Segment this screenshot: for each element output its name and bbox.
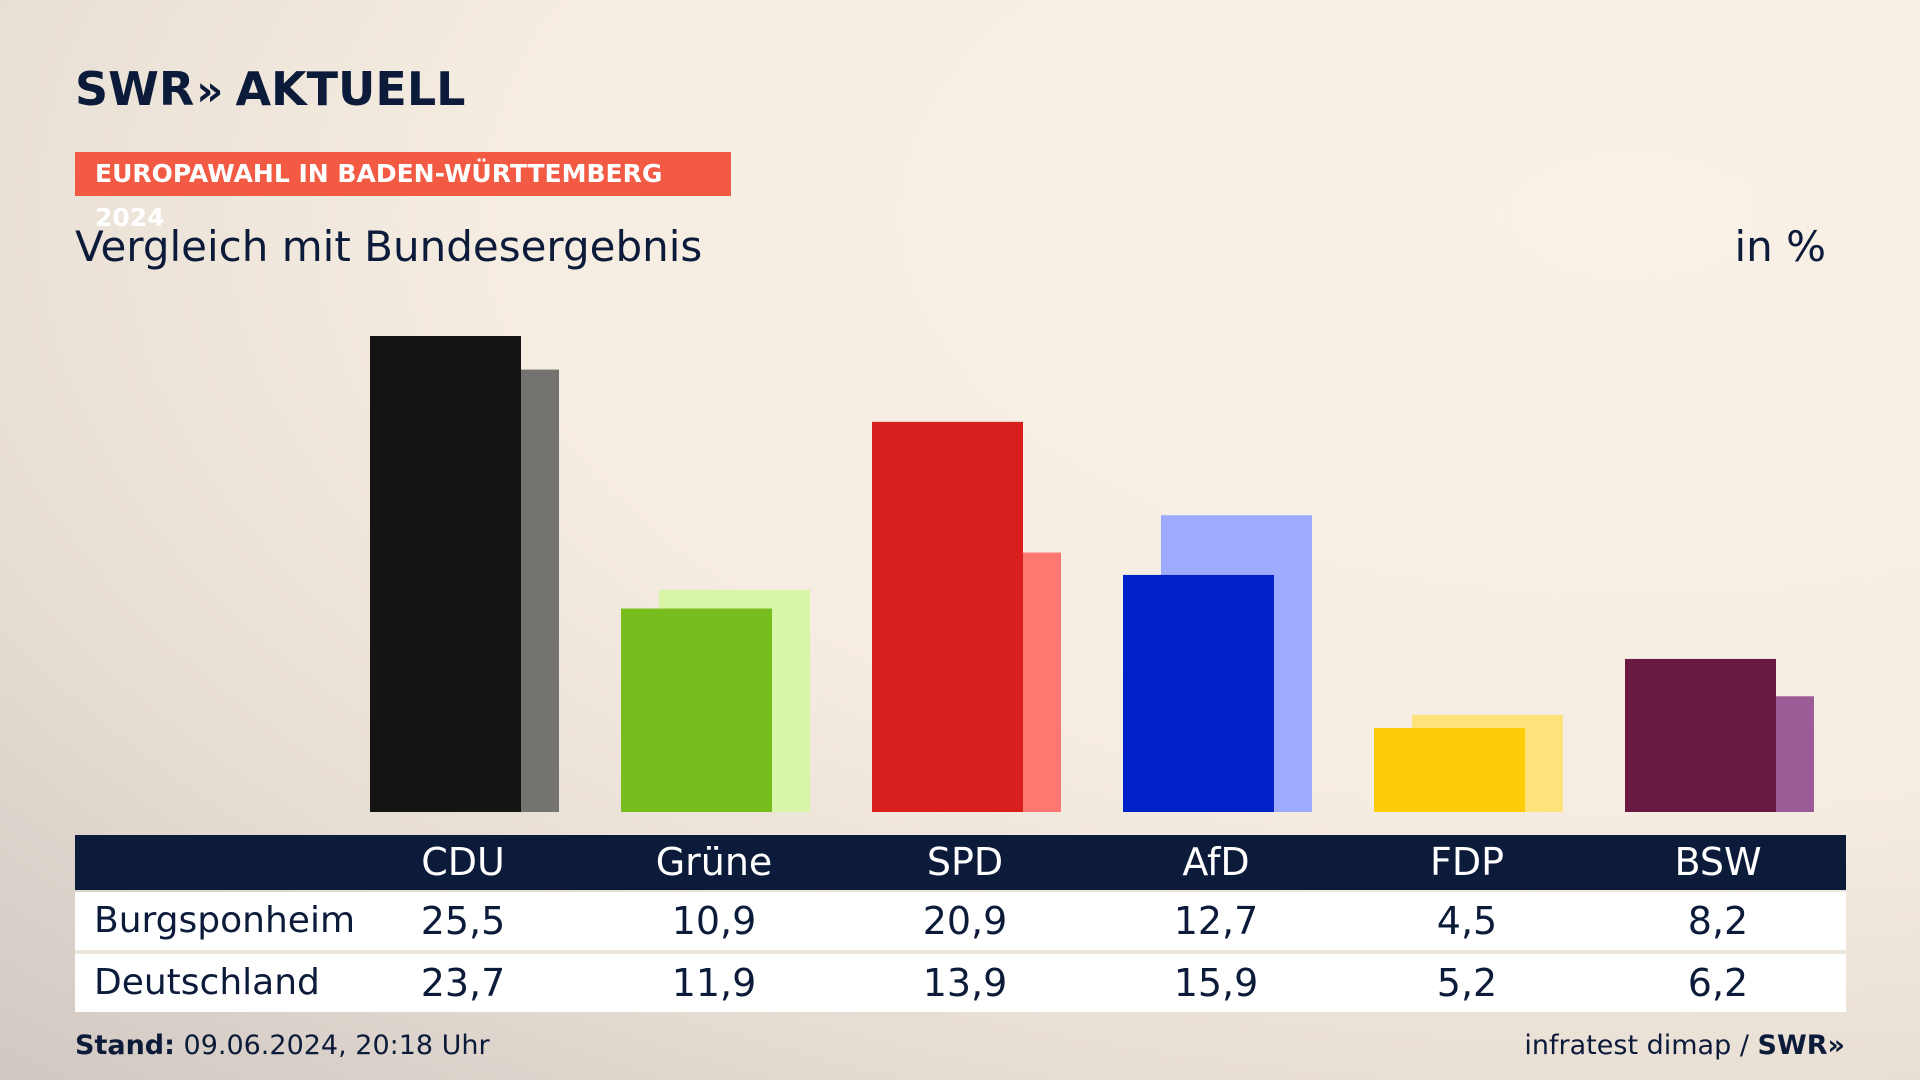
unit-label: in %	[1734, 222, 1826, 271]
bar-burgsponheim-fdp	[1374, 728, 1525, 812]
party-header-bsw: BSW	[1674, 840, 1762, 884]
value-cell: 25,5	[420, 899, 506, 943]
party-header-fdp: FDP	[1429, 840, 1505, 884]
source-info: infratest dimap / SWR»	[1524, 1030, 1845, 1061]
value-cell: 23,7	[420, 961, 506, 1005]
party-header-cdu: CDU	[421, 840, 505, 884]
bar-burgsponheim-spd	[872, 421, 1023, 812]
bar-burgsponheim-afd	[1123, 574, 1274, 812]
bar-burgsponheim-cdu	[370, 336, 521, 812]
swr-aktuell-logo: SWR» AKTUELL	[75, 66, 465, 112]
logo-chevron-icon: »	[196, 66, 224, 115]
bar-burgsponheim-grüne	[621, 608, 772, 812]
value-cell: 15,9	[1173, 961, 1259, 1005]
stand-value: 09.06.2024, 20:18 Uhr	[183, 1030, 490, 1061]
party-header-grüne: Grüne	[655, 840, 773, 884]
value-cell: 12,7	[1173, 899, 1259, 943]
value-cell: 4,5	[1436, 899, 1498, 943]
value-cell: 5,2	[1436, 961, 1498, 1005]
stand-label: Stand:	[75, 1030, 175, 1061]
value-cell: 8,2	[1687, 899, 1749, 943]
bar-burgsponheim-bsw	[1625, 658, 1776, 812]
value-cell: 10,9	[671, 899, 757, 943]
logo-aktuell-text: AKTUELL	[235, 62, 466, 116]
party-header-spd: SPD	[926, 840, 1004, 884]
party-header-afd: AfD	[1182, 840, 1250, 884]
row-label: Burgsponheim	[94, 900, 356, 941]
election-badge: EUROPAWAHL IN BADEN-WÜRTTEMBERG 2024	[75, 152, 731, 232]
chart-subtitle: Vergleich mit Bundesergebnis	[75, 222, 703, 271]
table-row-deutschland: Deutschland 23,7 11,9 13,9 15,9 5,2 6,2	[75, 954, 1846, 1012]
table-row-burgsponheim: Burgsponheim 25,5 10,9 20,9 12,7 4,5 8,2	[75, 892, 1846, 954]
value-cell: 20,9	[922, 899, 1008, 943]
source-text: infratest dimap /	[1524, 1030, 1749, 1061]
swr-small-logo: SWR»	[1757, 1030, 1845, 1061]
table-header-row: CDU Grüne SPD AfD FDP BSW	[75, 835, 1846, 890]
bar-chart	[370, 336, 1814, 812]
value-cell: 11,9	[671, 961, 757, 1005]
value-cell: 13,9	[922, 961, 1008, 1005]
stand-info: Stand: 09.06.2024, 20:18 Uhr	[75, 1030, 490, 1061]
logo-swr-text: SWR	[75, 62, 195, 116]
value-cell: 6,2	[1687, 961, 1749, 1005]
results-table: CDU Grüne SPD AfD FDP BSW Burgsponheim 25,5 10…	[75, 835, 1846, 1012]
row-label: Deutschland	[94, 962, 320, 1003]
